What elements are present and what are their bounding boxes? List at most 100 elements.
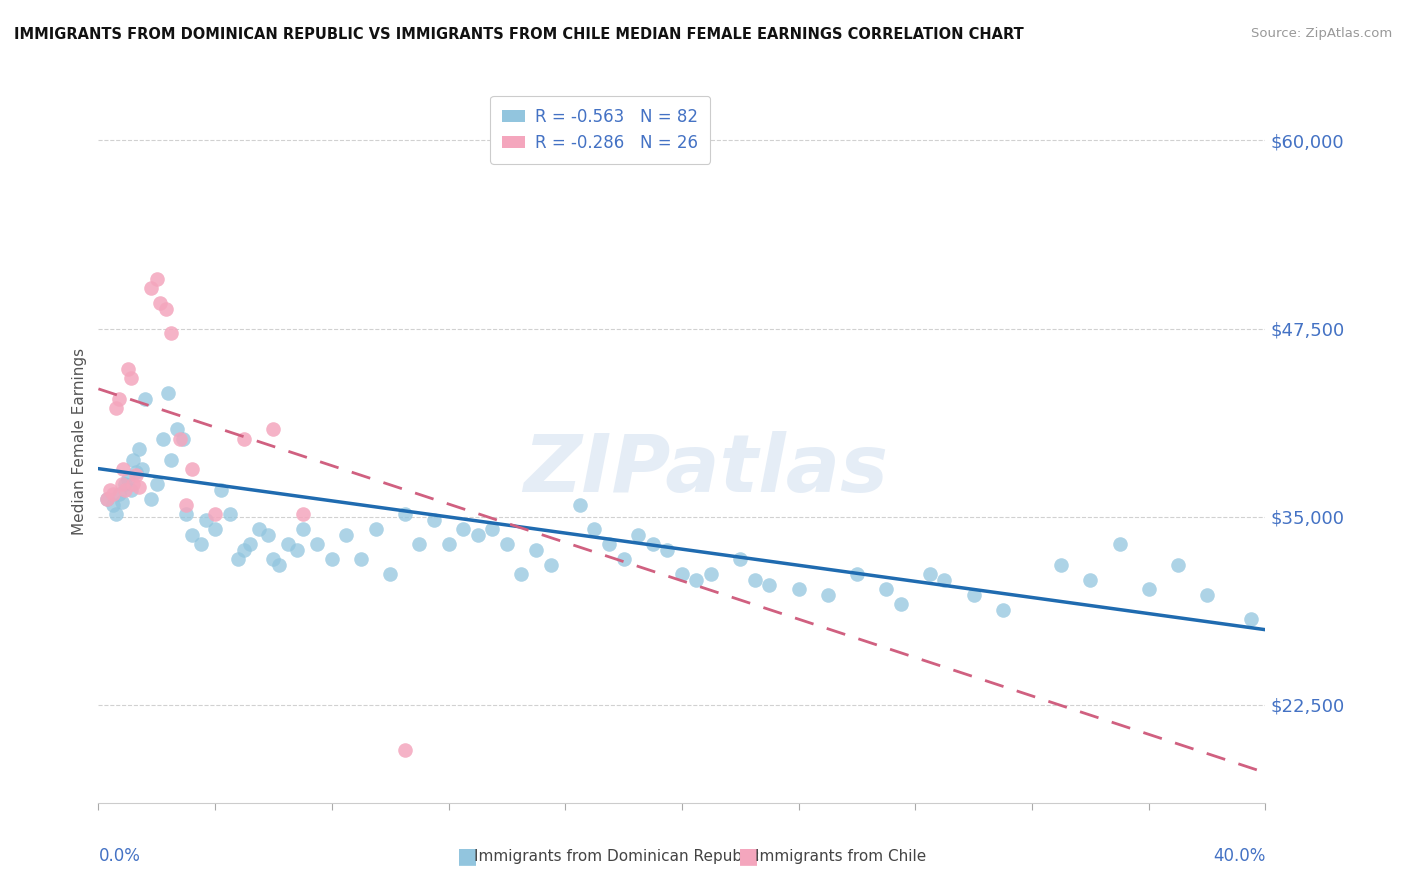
Point	[934, 573, 956, 587]
Point	[228, 552, 250, 566]
Point	[155, 301, 177, 317]
Point	[1108, 537, 1130, 551]
Point	[787, 582, 810, 596]
Point	[180, 528, 202, 542]
Point	[277, 537, 299, 551]
Point	[166, 423, 188, 437]
Point	[1080, 573, 1102, 587]
Point	[685, 573, 707, 587]
Point	[285, 542, 308, 557]
Point	[169, 432, 191, 446]
Point	[120, 483, 142, 497]
Text: 40.0%: 40.0%	[1213, 847, 1265, 865]
Point	[700, 567, 723, 582]
Point	[122, 452, 145, 467]
Point	[174, 507, 197, 521]
Point	[131, 461, 153, 475]
Point	[117, 362, 139, 376]
Point	[423, 513, 446, 527]
Text: IMMIGRANTS FROM DOMINICAN REPUBLIC VS IMMIGRANTS FROM CHILE MEDIAN FEMALE EARNIN: IMMIGRANTS FROM DOMINICAN REPUBLIC VS IM…	[14, 27, 1024, 42]
Point	[598, 537, 620, 551]
Point	[139, 281, 162, 295]
Legend: R = -0.563   N = 82, R = -0.286   N = 26: R = -0.563 N = 82, R = -0.286 N = 26	[491, 95, 710, 163]
Point	[1240, 612, 1263, 626]
Point	[239, 537, 262, 551]
Point	[108, 392, 131, 407]
Point	[112, 461, 135, 475]
Point	[125, 467, 148, 482]
Point	[101, 487, 124, 501]
Text: ZIPatlas: ZIPatlas	[523, 432, 887, 509]
Point	[180, 461, 202, 475]
Point	[125, 465, 148, 479]
Point	[263, 552, 285, 566]
Point	[108, 487, 131, 501]
Point	[1197, 588, 1219, 602]
Point	[120, 371, 142, 385]
Point	[991, 603, 1014, 617]
Point	[627, 528, 650, 542]
Point	[172, 432, 194, 446]
Point	[321, 552, 343, 566]
Point	[195, 513, 218, 527]
Point	[134, 392, 156, 407]
Point	[817, 588, 839, 602]
Point	[263, 423, 285, 437]
Point	[962, 588, 984, 602]
Text: Source: ZipAtlas.com: Source: ZipAtlas.com	[1251, 27, 1392, 40]
Point	[152, 432, 174, 446]
Point	[104, 401, 127, 416]
Point	[350, 552, 373, 566]
Point	[496, 537, 519, 551]
Point	[291, 507, 314, 521]
Point	[408, 537, 430, 551]
Point	[510, 567, 533, 582]
Point	[218, 507, 240, 521]
Point	[96, 491, 118, 506]
Point	[160, 452, 183, 467]
Point	[128, 480, 150, 494]
Text: Immigrants from Dominican Republic: Immigrants from Dominican Republic	[474, 849, 759, 863]
Point	[540, 558, 562, 572]
Point	[1167, 558, 1189, 572]
Point	[671, 567, 693, 582]
Point	[641, 537, 664, 551]
Point	[583, 522, 606, 536]
Point	[481, 522, 503, 536]
Point	[730, 552, 752, 566]
Point	[122, 476, 145, 491]
Point	[139, 491, 162, 506]
Point	[875, 582, 897, 596]
Point	[394, 507, 416, 521]
Point	[117, 472, 139, 486]
Point	[114, 483, 136, 497]
Point	[157, 386, 180, 401]
Point	[160, 326, 183, 341]
Point	[394, 743, 416, 757]
Point	[890, 597, 912, 611]
Text: Immigrants from Chile: Immigrants from Chile	[755, 849, 927, 863]
Text: 0.0%: 0.0%	[98, 847, 141, 865]
Point	[744, 573, 766, 587]
Point	[380, 567, 402, 582]
Point	[247, 522, 270, 536]
Point	[568, 498, 591, 512]
Point	[364, 522, 387, 536]
Point	[111, 476, 134, 491]
Point	[846, 567, 869, 582]
Point	[233, 542, 256, 557]
Point	[451, 522, 474, 536]
Point	[307, 537, 329, 551]
Point	[149, 296, 172, 310]
Point	[335, 528, 357, 542]
Point	[204, 507, 226, 521]
Point	[256, 528, 278, 542]
Point	[758, 577, 780, 591]
Point	[96, 491, 118, 506]
Point	[467, 528, 489, 542]
Point	[98, 483, 121, 497]
Text: ■: ■	[738, 847, 759, 866]
Text: ■: ■	[457, 847, 478, 866]
Point	[111, 494, 134, 508]
Y-axis label: Median Female Earnings: Median Female Earnings	[72, 348, 87, 535]
